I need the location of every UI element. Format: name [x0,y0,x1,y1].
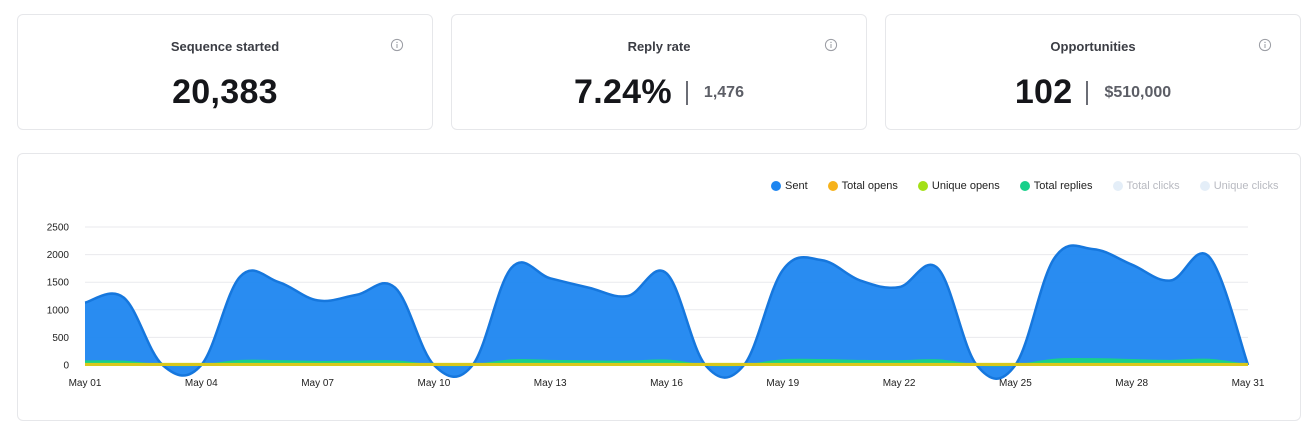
x-tick-label: May 28 [1115,378,1148,389]
x-tick-label: May 07 [301,378,334,389]
x-tick-label: May 13 [534,378,567,389]
x-tick-label: May 19 [766,378,799,389]
card-secondary-value: $510,000 [1104,83,1172,101]
x-tick-label: May 31 [1232,378,1265,389]
legend-label: Sent [785,180,808,192]
legend-label: Total opens [841,180,898,192]
card-value-row: 102 $510,000 [886,73,1300,112]
legend-item-sent[interactable]: Sent [771,180,808,192]
x-tick-label: May 10 [418,378,451,389]
card-value-row: 7.24% 1,476 [452,73,866,112]
x-tick-label: May 16 [650,378,683,389]
series-area-sent [85,245,1248,379]
x-tick-label: May 25 [999,378,1032,389]
card-title: Sequence started [170,39,280,54]
legend-item-total-opens[interactable]: Total opens [827,180,898,192]
legend-item-total-clicks[interactable]: Total clicks [1112,180,1180,192]
card-secondary-value: 1,476 [703,83,744,101]
legend-dot [1199,181,1210,191]
legend-dot [917,181,928,191]
legend-label: Total replies [1033,180,1093,192]
legend-dot [827,181,838,191]
y-tick-label: 0 [63,361,69,372]
baseline-strip [85,363,1248,366]
legend-label: Unique clicks [1213,180,1279,192]
card-value-row: 20,383 [18,73,432,112]
legend-label: Unique opens [931,180,1000,192]
legend-label: Total clicks [1126,180,1180,192]
info-icon[interactable] [390,38,404,52]
series-line-total-replies [84,358,1249,367]
y-tick-label: 500 [52,333,69,344]
card-value: 7.24% [574,73,672,111]
y-tick-label: 2500 [47,223,70,234]
card-value: 20,383 [172,73,278,111]
card-value: 102 [1014,73,1073,111]
legend-dot [771,181,781,191]
legend-dot [1019,181,1030,191]
y-tick-label: 2000 [47,250,70,261]
legend-item-total-replies[interactable]: Total replies [1019,180,1093,192]
card-title: Reply rate [627,39,691,54]
value-separator [685,80,688,105]
card-sequence-started: Sequence started 20,383 [17,14,433,130]
legend-item-unique-opens[interactable]: Unique opens [917,180,1000,192]
card-opportunities: Opportunities 102 $510,000 [885,14,1301,130]
card-title: Opportunities [1050,39,1136,54]
y-tick-label: 1500 [47,278,70,289]
series-line-sent [84,244,1250,380]
x-tick-label: May 04 [185,378,218,389]
card-reply-rate: Reply rate 7.24% 1,476 [451,14,867,130]
value-separator [1086,80,1089,105]
chart-legend: Sent Total opens Unique opens Total repl… [771,180,1279,192]
x-tick-label: May 22 [883,378,916,389]
legend-dot [1112,181,1123,191]
y-tick-label: 1000 [47,305,70,316]
legend-item-unique-clicks[interactable]: Unique clicks [1199,180,1279,192]
info-icon[interactable] [1258,38,1272,52]
info-icon[interactable] [824,38,838,52]
x-tick-label: May 01 [69,378,102,389]
